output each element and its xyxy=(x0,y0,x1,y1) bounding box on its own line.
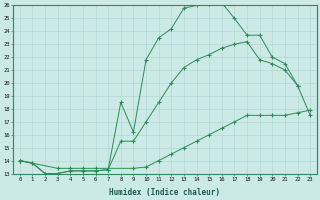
X-axis label: Humidex (Indice chaleur): Humidex (Indice chaleur) xyxy=(109,188,220,197)
